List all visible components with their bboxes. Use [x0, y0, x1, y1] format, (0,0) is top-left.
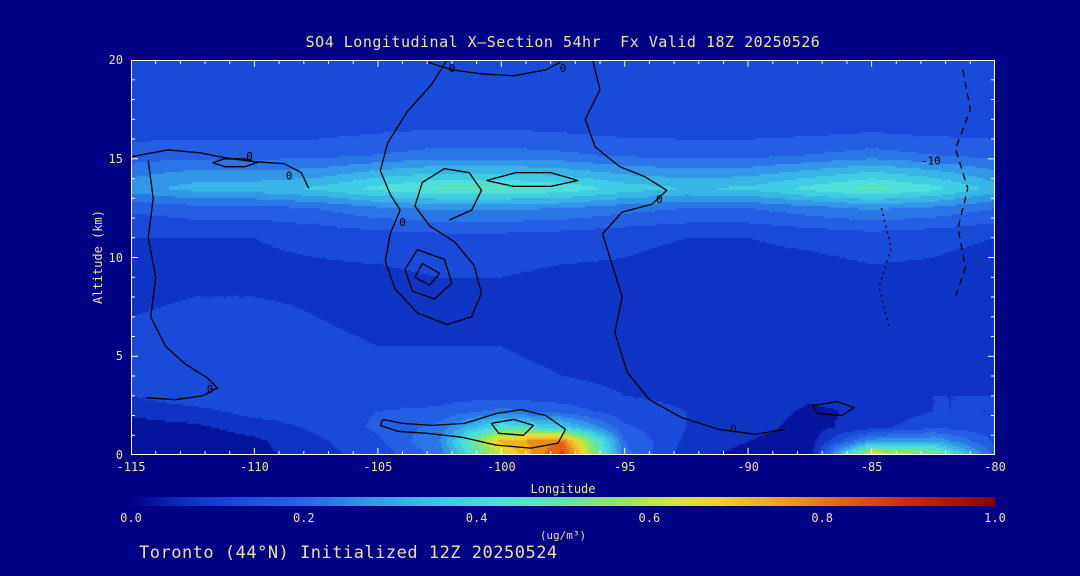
axis-frame [131, 60, 995, 455]
y-tick-label: 5 [115, 349, 123, 364]
colorbar-tick-label: 0.2 [292, 511, 315, 525]
contour-line [379, 408, 567, 449]
colorbar [131, 497, 995, 506]
contour-line [145, 160, 219, 401]
x-tick-label: -80 [984, 460, 1006, 474]
contour-line [379, 60, 483, 326]
x-tick-label: -105 [363, 460, 393, 474]
contour-line [212, 158, 258, 168]
contour-line [404, 248, 453, 300]
x-tick-label: -110 [239, 460, 269, 474]
contour-label: 0 [730, 422, 737, 435]
contour-line [811, 401, 855, 417]
colorbar-unit-label: (ug/m³) [539, 529, 587, 542]
y-axis-label: Altitude (km) [91, 210, 105, 304]
y-tick-label: 10 [108, 250, 123, 265]
y-tick-label: 15 [108, 151, 123, 166]
chart-title: SO4 Longitudinal X—Section 54hr Fx Valid… [305, 33, 821, 51]
contour-label: 0 [246, 150, 253, 163]
y-tick-label: 0 [115, 448, 123, 462]
contour-label: 0 [656, 193, 663, 206]
x-tick-label: -115 [116, 460, 146, 474]
contour-line [414, 262, 441, 286]
contour-line [490, 418, 535, 436]
x-tick-label: -90 [737, 460, 759, 474]
contour-label: 0 [560, 62, 567, 75]
contour-label: 0 [399, 216, 406, 229]
colorbar-tick-label: 0.4 [465, 511, 488, 525]
contour-line [427, 61, 561, 77]
contour-line [878, 207, 892, 327]
contour-line [486, 171, 579, 188]
x-tick-label: -100 [486, 460, 516, 474]
heatmap-canvas [131, 60, 995, 455]
x-tick-label: -95 [613, 460, 636, 474]
contour-line [584, 60, 786, 435]
colorbar-tick-label: 0.0 [120, 511, 142, 525]
x-axis-label: Longitude [530, 482, 596, 496]
colorbar-wrap: 0.0 0.2 0.4 0.6 0.8 1.0 [120, 497, 1006, 537]
contour-label: 0 [207, 383, 214, 396]
y-tick-label: 20 [108, 53, 123, 67]
colorbar-tick-label: 1.0 [984, 511, 1006, 525]
contour-line [954, 69, 971, 298]
footer-annotation: Toronto (44°N) Initialized 12Z 20250524 [139, 543, 558, 563]
colorbar-tick-label: 0.6 [638, 511, 661, 525]
plot-area: 0 0 0 0 0 0 0 0 -10 -115 -110 -105 -100 -95 -90 -85 -80… [109, 53, 1006, 474]
colorbar-tick-label: 0.8 [811, 511, 834, 525]
contour-overlay: 0 0 0 0 0 0 0 0 -10 [131, 60, 995, 455]
contour-line [131, 149, 310, 189]
contour-label: -10 [921, 155, 941, 168]
x-tick-label: -85 [860, 460, 883, 474]
contour-label: 0 [449, 62, 456, 75]
contour-label: 0 [286, 170, 293, 183]
